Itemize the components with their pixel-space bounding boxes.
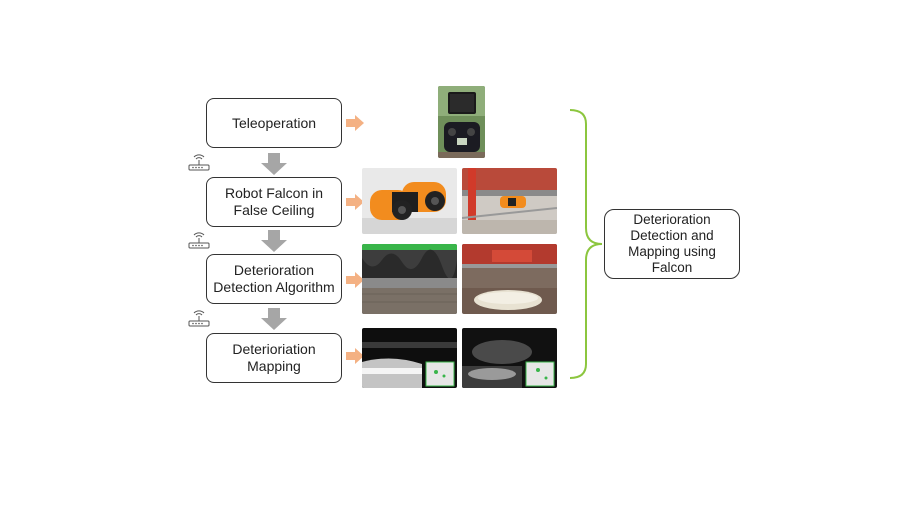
step-robot-falcon: Robot Falcon in False Ceiling (206, 177, 342, 227)
wifi-router-icon (188, 310, 210, 327)
robot-photo (362, 168, 457, 234)
summary-box: Deterioration Detection and Mapping usin… (604, 209, 740, 279)
step-label: Deterioriation Mapping (232, 341, 316, 374)
step-label: Deterioration Detection Algorithm (213, 262, 335, 295)
down-arrow-icon (261, 153, 287, 175)
step-label: Robot Falcon in False Ceiling (224, 185, 324, 218)
robot-photo (462, 168, 557, 234)
step-teleoperation: Teleoperation (206, 98, 342, 148)
mapping-photo (362, 328, 457, 388)
right-arrow-icon (346, 348, 364, 364)
detection-photo (362, 244, 457, 314)
right-arrow-icon (346, 272, 364, 288)
mapping-photo (462, 328, 557, 388)
wifi-router-icon (188, 232, 210, 249)
down-arrow-icon (261, 230, 287, 252)
down-arrow-icon (261, 308, 287, 330)
curly-brace (569, 109, 603, 379)
remote-controller-photo (438, 86, 485, 158)
step-detection-algorithm: Deterioration Detection Algorithm (206, 254, 342, 304)
right-arrow-icon (346, 115, 364, 131)
detection-photo (462, 244, 557, 314)
step-label: Teleoperation (231, 114, 317, 131)
right-arrow-icon (346, 194, 364, 210)
wifi-router-icon (188, 154, 210, 171)
summary-label: Deterioration Detection and Mapping usin… (628, 212, 716, 275)
step-mapping: Deterioriation Mapping (206, 333, 342, 383)
